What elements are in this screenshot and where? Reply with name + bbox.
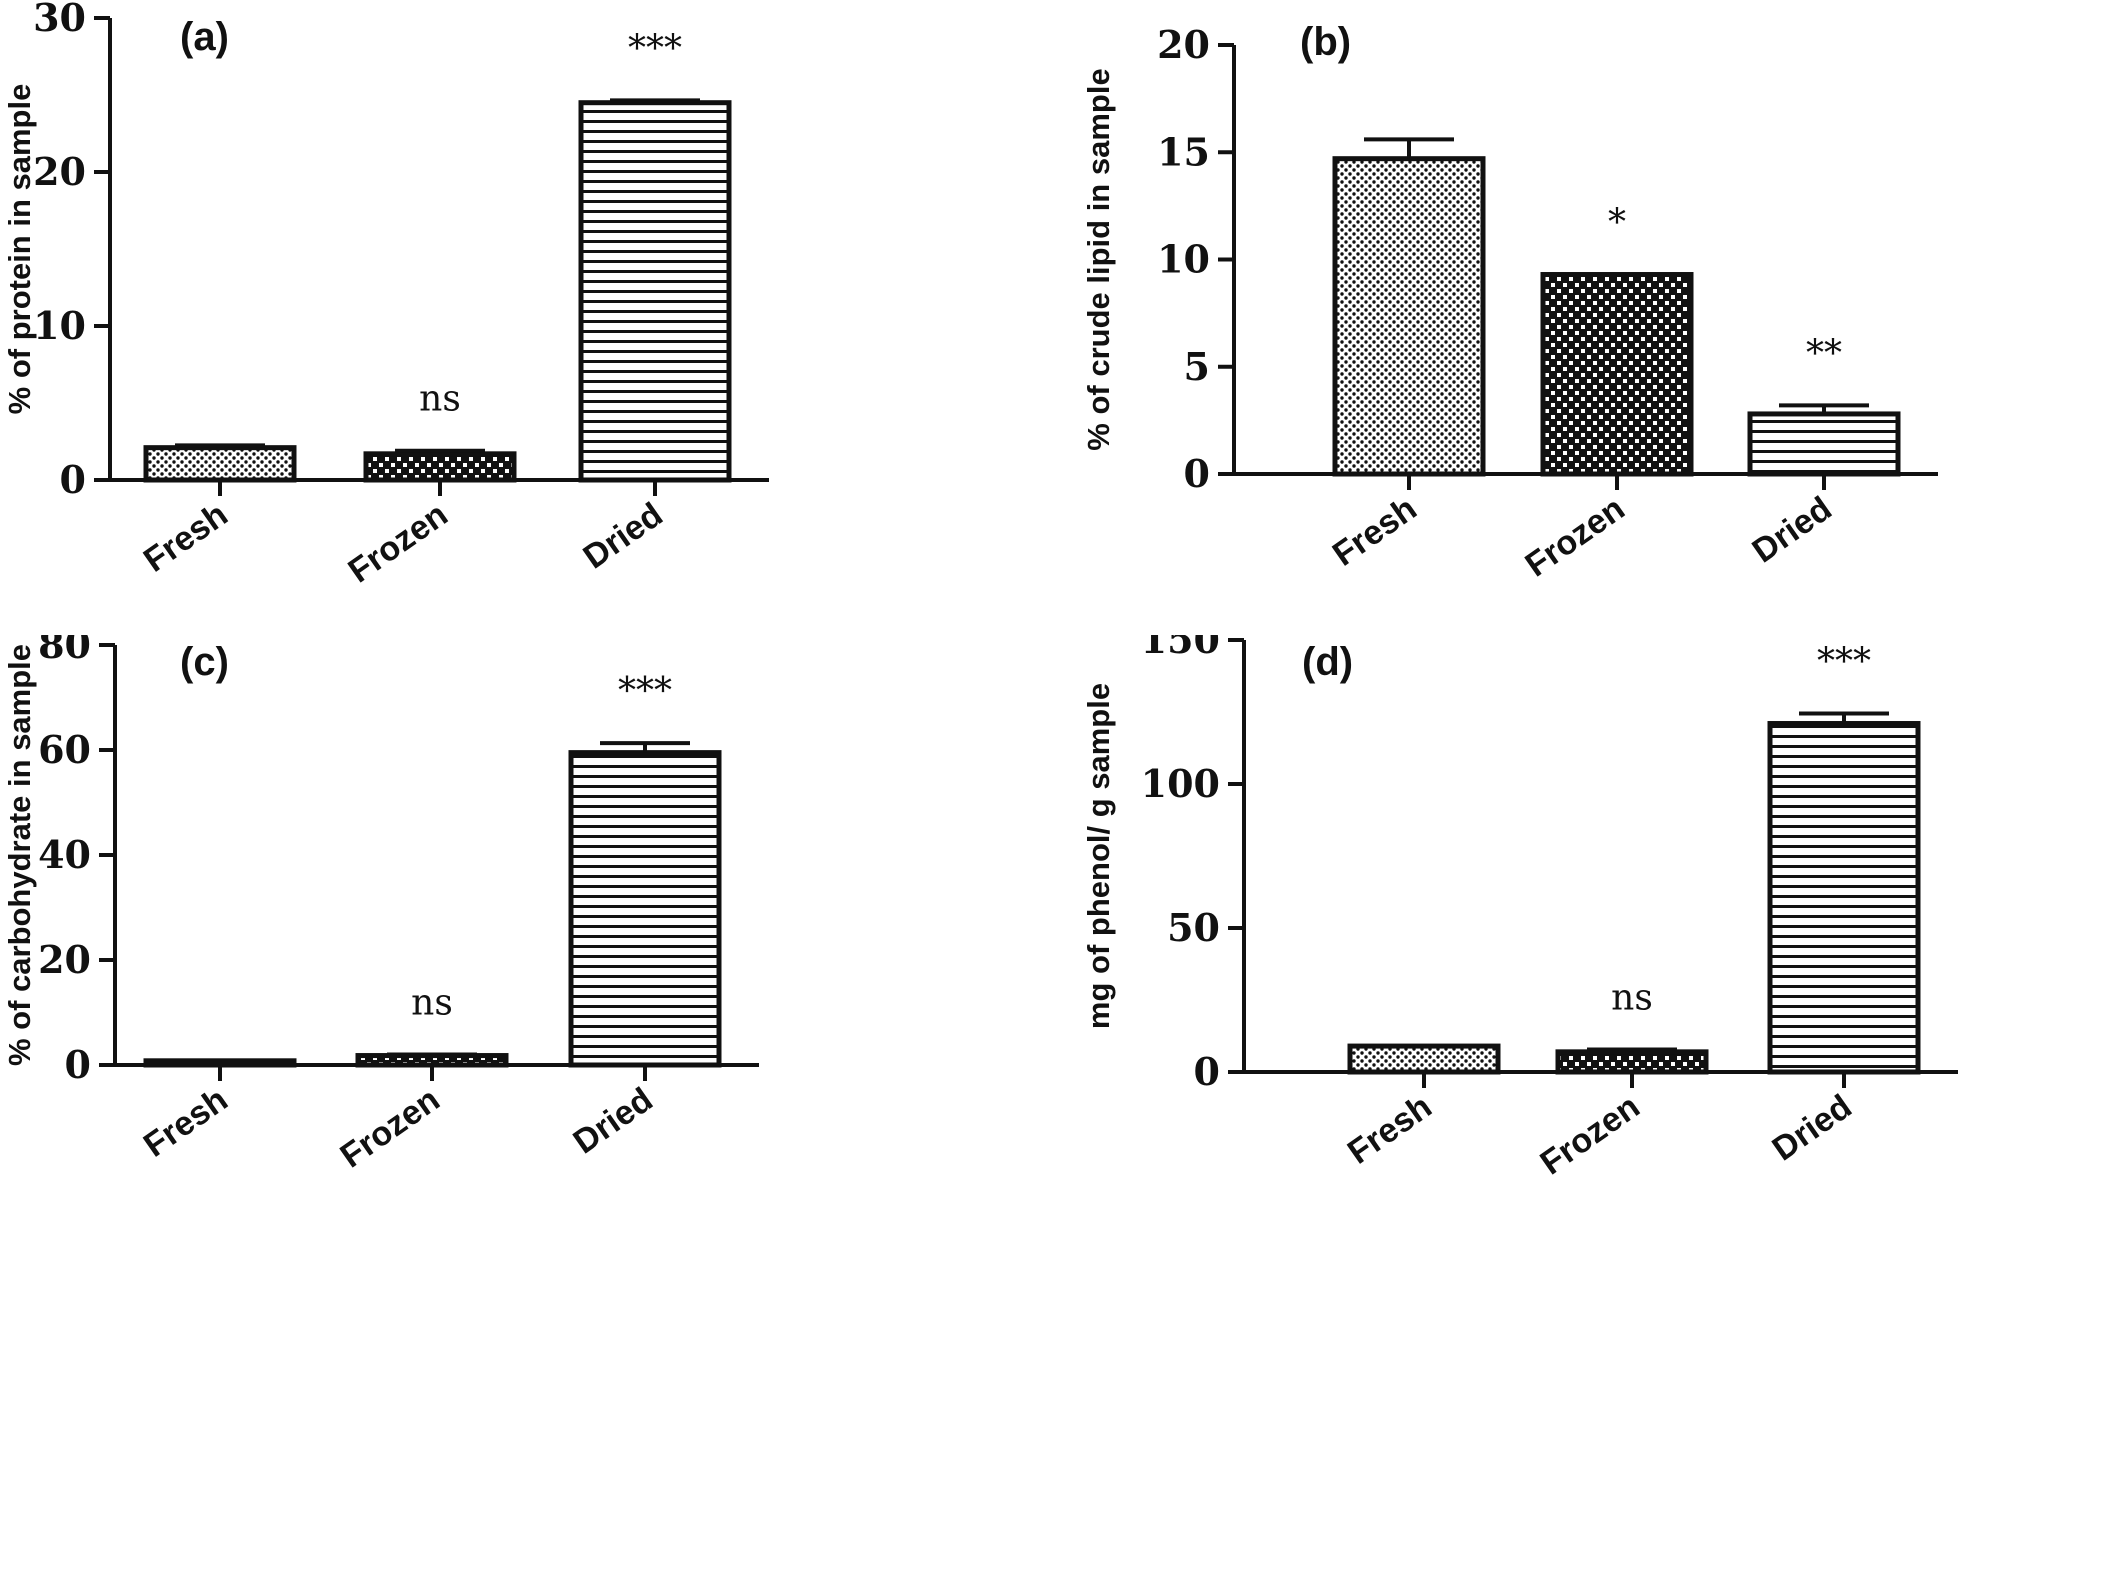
bar-fresh bbox=[143, 445, 297, 483]
bar-frozen bbox=[363, 451, 517, 483]
y-tick-label: 20 bbox=[1157, 22, 1210, 67]
x-tick-label: Fresh bbox=[137, 495, 235, 579]
panel-c: 0 20 40 60 80% of carbohydrate in sample (c) F… bbox=[0, 622, 1064, 1589]
bar-fresh bbox=[1347, 1043, 1501, 1075]
y-tick-label: 20 bbox=[33, 149, 86, 194]
x-tick-label: Dried bbox=[577, 495, 670, 576]
chart-b: 0 5 10 15 20 % of crude lipid in sample (b) Fre… bbox=[1081, 20, 1938, 584]
y-axis-label: % of protein in sample bbox=[2, 84, 37, 415]
y-axis-label: % of carbohydrate in sample bbox=[2, 644, 37, 1066]
bar-frozen bbox=[1555, 1049, 1709, 1075]
bar-dried bbox=[1747, 411, 1901, 477]
y-tick-label: 0 bbox=[1184, 451, 1210, 496]
significance-label: *** bbox=[618, 671, 672, 712]
y-axis-label: % of crude lipid in sample bbox=[1081, 68, 1116, 450]
panel-d: 0 50 100 150 mg of phenol/ g sample (d) Fresh n… bbox=[1064, 617, 2128, 1589]
y-tick-label: 0 bbox=[60, 457, 86, 502]
significance-label: *** bbox=[628, 28, 682, 69]
y-tick-label: 10 bbox=[33, 303, 86, 348]
chart-a: 0 10 20 30 % of protein in sample (a) Fresh ns F… bbox=[2, 0, 769, 590]
y-tick-label: 100 bbox=[1141, 761, 1220, 806]
significance-label: ns bbox=[411, 983, 453, 1024]
y-tick-label: 50 bbox=[1167, 905, 1220, 950]
bar-fresh bbox=[143, 1058, 297, 1068]
y-tick-label: 150 bbox=[1141, 635, 1220, 662]
chart-c: 0 20 40 60 80% of carbohydrate in sample (c) F… bbox=[2, 622, 759, 1175]
x-tick-label: Dried bbox=[567, 1080, 660, 1161]
y-tick-label: 5 bbox=[1184, 344, 1210, 389]
panel-label: (b) bbox=[1300, 20, 1351, 64]
significance-label: ns bbox=[1611, 978, 1653, 1019]
y-tick-label: 10 bbox=[1157, 237, 1210, 282]
y-tick-label: 0 bbox=[65, 1042, 91, 1087]
significance-label: ns bbox=[419, 379, 461, 420]
x-tick-label: Dried bbox=[1746, 489, 1839, 570]
y-tick-label: 60 bbox=[38, 727, 91, 772]
y-tick-label: 40 bbox=[38, 832, 91, 877]
bar-frozen bbox=[1540, 272, 1694, 477]
x-tick-label: Frozen bbox=[341, 495, 454, 590]
y-tick-label: 80 bbox=[38, 635, 91, 667]
x-tick-label: Dried bbox=[1766, 1087, 1859, 1168]
panel-a: 0 10 20 30 % of protein in sample (a) Fresh ns F… bbox=[0, 0, 1064, 795]
panel-label: (d) bbox=[1302, 640, 1353, 684]
panel-b: 0 5 10 15 20 % of crude lipid in sample (b) Fre… bbox=[1064, 0, 2128, 795]
chart-d: 0 50 100 150 mg of phenol/ g sample (d) Fresh n… bbox=[1081, 617, 1958, 1182]
x-tick-label: Fresh bbox=[1326, 489, 1424, 573]
bar-fresh bbox=[1332, 156, 1486, 477]
bar-frozen bbox=[355, 1053, 509, 1068]
significance-label: * bbox=[1608, 203, 1626, 244]
y-tick-label: 20 bbox=[38, 937, 91, 982]
x-tick-label: Frozen bbox=[333, 1080, 446, 1175]
panel-label: (c) bbox=[180, 640, 229, 684]
y-tick-label: 15 bbox=[1157, 129, 1210, 174]
bar-dried bbox=[578, 100, 732, 483]
significance-label: ** bbox=[1806, 333, 1842, 374]
bar-dried bbox=[568, 750, 722, 1068]
x-tick-label: Frozen bbox=[1533, 1087, 1646, 1182]
panel-label: (a) bbox=[180, 15, 229, 59]
y-tick-label: 0 bbox=[1194, 1049, 1220, 1094]
bar-dried bbox=[1767, 721, 1921, 1075]
x-tick-label: Fresh bbox=[137, 1080, 235, 1164]
y-axis-label: mg of phenol/ g sample bbox=[1081, 683, 1116, 1029]
significance-label: *** bbox=[1817, 641, 1871, 682]
x-tick-label: Fresh bbox=[1341, 1087, 1439, 1171]
x-tick-label: Frozen bbox=[1518, 489, 1631, 584]
y-tick-label: 30 bbox=[33, 0, 86, 40]
